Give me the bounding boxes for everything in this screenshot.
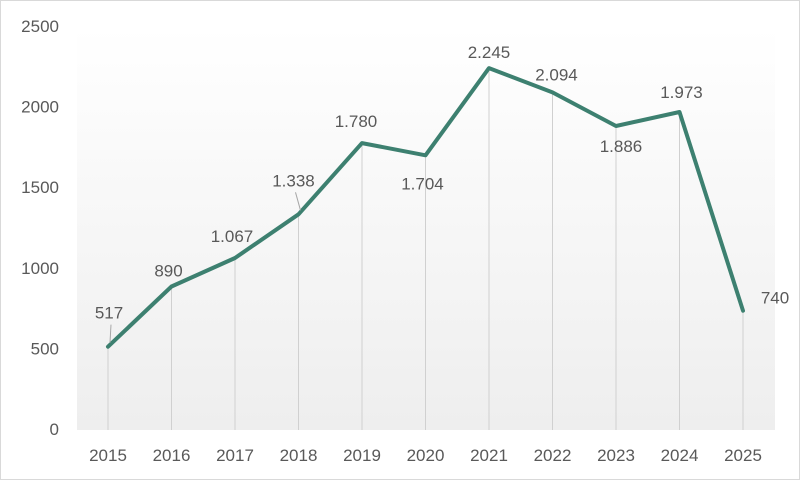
x-tick-label: 2022 bbox=[534, 446, 572, 465]
x-axis: 2015 2016 2017 2018 2019 2020 2021 2022 2023 2024… bbox=[89, 446, 762, 465]
x-tick-label: 2020 bbox=[407, 446, 445, 465]
data-label-leader bbox=[295, 192, 301, 211]
data-label: 2.245 bbox=[468, 43, 511, 62]
series-layer bbox=[106, 66, 745, 349]
x-tick-label: 2018 bbox=[280, 446, 318, 465]
data-labels: 517 890 1.067 1.338 1.780 1.704 2.245 2.094 1.88… bbox=[95, 43, 789, 343]
data-label: 1.704 bbox=[401, 174, 444, 193]
y-tick-label: 2000 bbox=[21, 98, 59, 117]
data-label: 740 bbox=[761, 289, 789, 308]
drop-lines bbox=[107, 68, 744, 430]
x-tick-label: 2017 bbox=[216, 446, 254, 465]
x-tick-label: 2015 bbox=[89, 446, 127, 465]
x-tick-label: 2023 bbox=[597, 446, 635, 465]
data-label: 1.780 bbox=[335, 112, 378, 131]
data-label: 1.067 bbox=[211, 227, 254, 246]
data-label: 517 bbox=[95, 304, 123, 323]
x-tick-label: 2025 bbox=[724, 446, 762, 465]
data-label: 2.094 bbox=[535, 65, 578, 84]
data-label-leader bbox=[109, 324, 112, 343]
y-tick-label: 2500 bbox=[21, 17, 59, 36]
data-label: 890 bbox=[154, 262, 182, 281]
x-tick-label: 2019 bbox=[343, 446, 381, 465]
data-label: 1.338 bbox=[272, 171, 315, 190]
y-axis: 0 500 1000 1500 2000 2500 bbox=[21, 17, 59, 439]
x-tick-label: 2016 bbox=[153, 446, 191, 465]
data-label: 1.886 bbox=[600, 137, 643, 156]
y-tick-label: 0 bbox=[50, 420, 59, 439]
x-tick-label: 2024 bbox=[661, 446, 699, 465]
x-tick-label: 2021 bbox=[470, 446, 508, 465]
y-tick-label: 500 bbox=[31, 339, 59, 358]
y-tick-label: 1000 bbox=[21, 259, 59, 278]
data-label: 1.973 bbox=[660, 83, 703, 102]
series-line bbox=[106, 66, 745, 349]
y-tick-label: 1500 bbox=[21, 178, 59, 197]
